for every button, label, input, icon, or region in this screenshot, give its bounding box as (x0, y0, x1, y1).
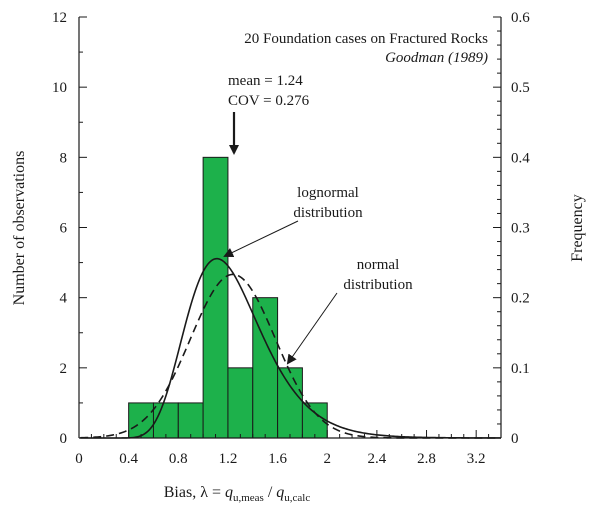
x-tick-label: 0.8 (169, 451, 188, 467)
histogram-bar (227, 367, 254, 439)
normal-arrow (286, 292, 338, 365)
histogram-bar (152, 402, 179, 439)
axes-layer: 0 0.4 0.8 1.2 1.6 2 2.4 2.8 3.2 0 2 4 6 8 10 12 0 0.1 0.2 0… (52, 10, 530, 467)
normal-label-line1: normal (357, 257, 400, 273)
x-axis-label-den: q (276, 484, 284, 501)
x-axis-label-sep: / (264, 484, 276, 501)
lognormal-label-line2: distribution (293, 205, 363, 221)
mean-annotation: mean = 1.24 (228, 73, 303, 89)
histogram-bar (128, 402, 154, 439)
y-tick-label: 12 (52, 10, 67, 26)
chart-source: Goodman (1989) (385, 50, 488, 66)
x-axis-label-prefix: Bias, λ = (164, 484, 225, 501)
x-tick-label: 1.2 (219, 451, 238, 467)
histogram-bar (277, 367, 303, 439)
histogram-bar (177, 402, 204, 439)
y2-tick-label: 0.2 (511, 291, 530, 307)
cov-annotation: COV = 0.276 (228, 93, 310, 109)
x-tick-label: 2.8 (417, 451, 436, 467)
x-tick-label: 2 (323, 451, 331, 467)
y-tick-label: 6 (60, 221, 68, 237)
x-tick-label: 0 (75, 451, 83, 467)
normal-distribution-curve (80, 273, 501, 439)
y-tick-label: 0 (60, 431, 68, 447)
y-tick-label: 4 (60, 291, 68, 307)
y-axis-label: Number of observations (11, 151, 28, 306)
x-tick-label: 2.4 (368, 451, 387, 467)
histogram-bar (252, 297, 279, 439)
y2-tick-label: 0.4 (511, 150, 530, 166)
x-axis-label-den-sub: u,calc (284, 492, 310, 504)
x-axis-label: Bias, λ = qu,meas / qu,calc (164, 484, 311, 504)
y2-axis-label: Frequency (569, 194, 586, 262)
lognormal-label-line1: lognormal (297, 185, 359, 201)
histogram-bar (202, 156, 229, 439)
y2-tick-label: 0.1 (511, 361, 530, 377)
x-tick-label: 3.2 (467, 451, 486, 467)
x-axis-label-num-sub: u,meas (233, 492, 264, 504)
y2-tick-label: 0 (511, 431, 519, 447)
normal-label-line2: distribution (343, 277, 413, 293)
y2-tick-label: 0.5 (511, 80, 530, 96)
y-tick-label: 2 (60, 361, 68, 377)
lognormal-arrow (223, 220, 299, 258)
x-tick-label: 1.6 (268, 451, 287, 467)
x-tick-label: 0.4 (119, 451, 138, 467)
y2-tick-label: 0.6 (511, 10, 530, 26)
y2-tick-label: 0.3 (511, 221, 530, 237)
y-tick-label: 10 (52, 80, 67, 96)
y-tick-label: 8 (60, 150, 68, 166)
chart-title: 20 Foundation cases on Fractured Rocks (244, 31, 488, 47)
x-axis-label-num: q (225, 484, 233, 501)
